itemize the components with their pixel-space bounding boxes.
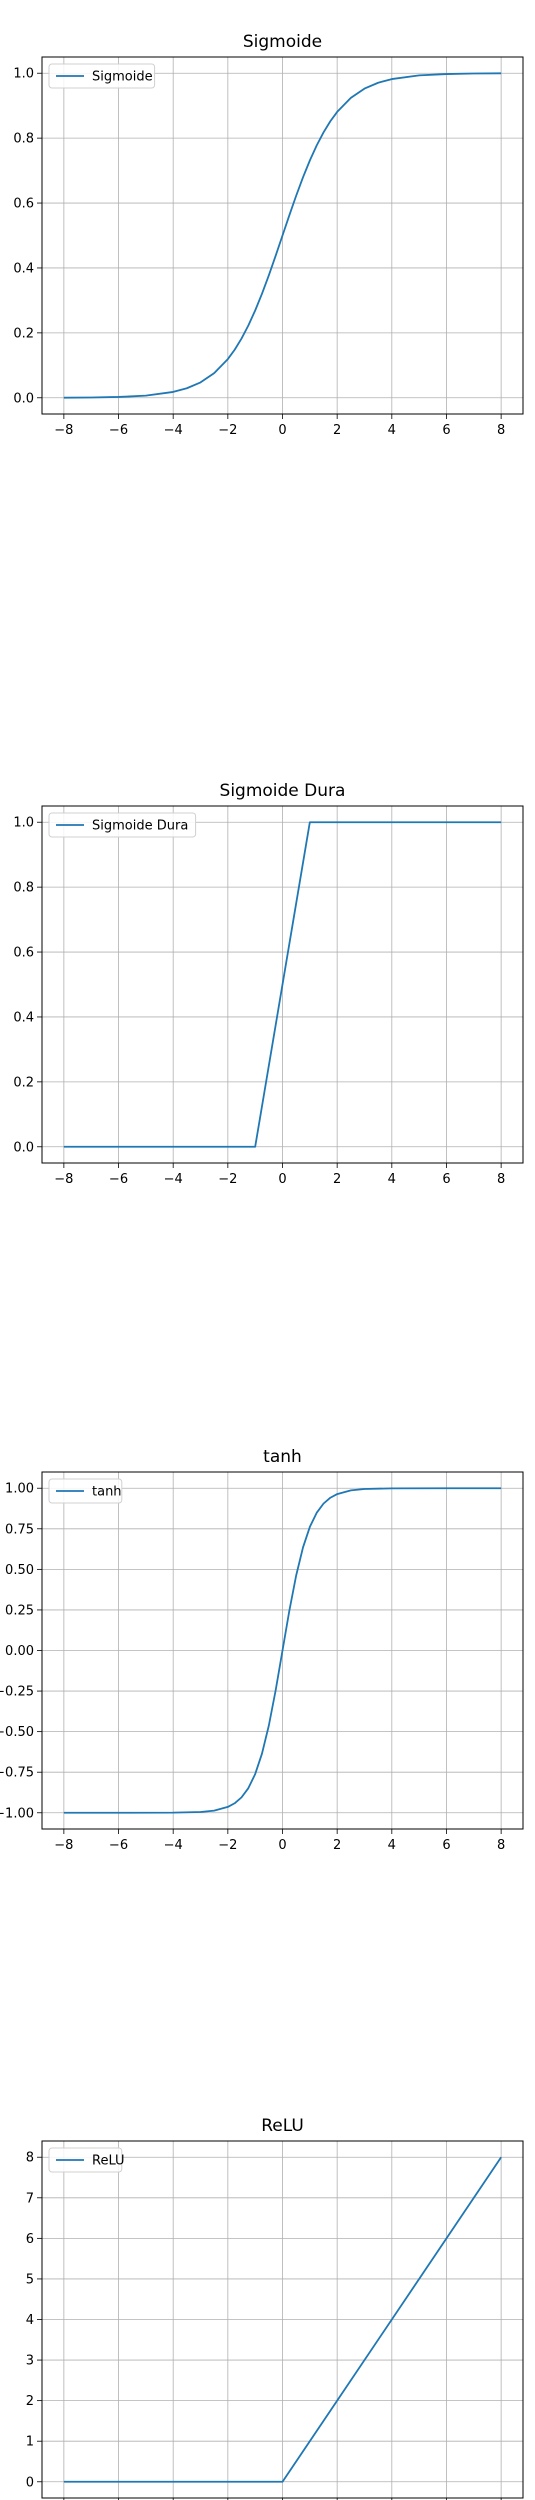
chart-2-x-tick-label-2: −4: [164, 1172, 183, 1187]
chart-1: Sigmoide −8 −6 −4 −2 0 2 4 6 8 0.0 0.2 0.4 0.6 0.8 1.0 S…: [13, 32, 524, 438]
chart-3-x-tick-label-5: 2: [333, 1838, 341, 1853]
chart-3-legend: tanh: [48, 1478, 123, 1504]
chart-3-x-tick-label-6: 4: [388, 1838, 396, 1853]
chart-3-y-tick-label-6: 0.50: [5, 1563, 34, 1578]
chart-2-y-tick-label-4: 0.8: [13, 881, 34, 896]
chart-3-y-tick-label-5: 0.25: [5, 1603, 34, 1618]
chart-2-x-tick-label-8: 8: [497, 1172, 505, 1187]
chart-1-y-tick-label-4: 0.8: [13, 132, 34, 147]
chart-4-series-line-0: [63, 2156, 502, 2483]
chart-2-legend-box: [48, 812, 197, 838]
chart-3-y-tick-label-3: −0.25: [0, 1685, 34, 1700]
chart-2: Sigmoide Dura −8 −6 −4 −2 0 2 4 6 8 0.0 0.2 0.4 0.6 0.…: [13, 781, 524, 1187]
chart-2-y-tick-label-3: 0.6: [13, 946, 34, 961]
chart-3-y-tick-label-0: −1.00: [0, 1806, 34, 1821]
chart-1-legend: Sigmoide: [48, 63, 156, 89]
chart-1-y-tick-label-0: 0.0: [13, 391, 34, 406]
chart-2-title: Sigmoide Dura: [220, 781, 346, 801]
chart-1-x-tick-label-5: 2: [333, 423, 341, 438]
chart-2-x-tick-label-5: 2: [333, 1172, 341, 1187]
chart-1-legend-box: [48, 63, 156, 89]
chart-2-x-tick-label-4: 0: [278, 1172, 286, 1187]
chart-2-x-tick-label-1: −6: [109, 1172, 128, 1187]
chart-4-y-tick-label-5: 5: [26, 2272, 34, 2287]
chart-4-y-tick-label-7: 7: [26, 2191, 34, 2206]
chart-2-y-tick-label-5: 1.0: [13, 816, 34, 831]
chart-1-y-tick-label-1: 0.2: [13, 326, 34, 341]
chart-3-y-tick-label-4: 0.00: [5, 1644, 34, 1659]
chart-2-y-tick-label-1: 0.2: [13, 1075, 34, 1090]
chart-2-legend-label: Sigmoide Dura: [92, 819, 188, 834]
chart-1-title: Sigmoide: [243, 32, 322, 52]
chart-4-y-tick-label-2: 2: [26, 2394, 34, 2409]
chart-1-x-tick-label-3: −2: [218, 423, 237, 438]
chart-2-x-tick-label-3: −2: [218, 1172, 237, 1187]
chart-1-y-tick-label-2: 0.4: [13, 261, 34, 276]
chart-2-x-tick-label-6: 4: [388, 1172, 396, 1187]
chart-3-x-tick-label-4: 0: [278, 1838, 286, 1853]
chart-1-x-tick-label-0: −8: [54, 423, 73, 438]
chart-3-x-tick-label-0: −8: [54, 1838, 73, 1853]
chart-4-legend: ReLU: [48, 2147, 125, 2173]
chart-1-legend-label: Sigmoide: [92, 70, 153, 85]
chart-4-y-tick-label-0: 0: [26, 2475, 34, 2490]
chart-4-legend-box: [48, 2147, 123, 2173]
chart-4-title: ReLU: [261, 2116, 304, 2136]
chart-3-series-line-0: [63, 1487, 502, 1814]
chart-4-axes-frame: [41, 2140, 524, 2499]
chart-3: tanh −8 −6 −4 −2 0 2 4 6 8 −1.00 −0.75 −0.50 −0.25 0.0…: [0, 1447, 524, 1853]
chart-1-x-tick-label-6: 4: [388, 423, 396, 438]
chart-3-x-tick-label-1: −6: [109, 1838, 128, 1853]
chart-2-series-line-0: [63, 821, 502, 1148]
chart-2-axes-frame: [41, 805, 524, 1164]
chart-1-x-tick-label-2: −4: [164, 423, 183, 438]
chart-4-y-tick-label-1: 1: [26, 2435, 34, 2450]
chart-2-x-tick-label-0: −8: [54, 1172, 73, 1187]
chart-2-y-tick-label-2: 0.4: [13, 1010, 34, 1025]
chart-1-series-line-0: [63, 72, 502, 399]
chart-4-y-tick-label-3: 3: [26, 2354, 34, 2369]
chart-3-y-tick-label-7: 0.75: [5, 1522, 34, 1537]
chart-2-y-tick-label-0: 0.0: [13, 1140, 34, 1155]
chart-2-legend: Sigmoide Dura: [48, 812, 197, 838]
chart-1-x-tick-label-7: 6: [442, 423, 450, 438]
chart-3-axes-frame: [41, 1471, 524, 1830]
chart-1-x-tick-label-8: 8: [497, 423, 505, 438]
chart-4-legend-label: ReLU: [92, 2154, 125, 2169]
chart-1-y-tick-label-3: 0.6: [13, 197, 34, 212]
chart-1-x-tick-label-4: 0: [278, 423, 286, 438]
chart-4: ReLU−8−6−4−202468012345678ReLU: [26, 2116, 524, 2500]
chart-1-axes-frame: [41, 56, 524, 415]
chart-1-y-tick-label-5: 1.0: [13, 67, 34, 82]
chart-3-x-tick-label-3: −2: [218, 1838, 237, 1853]
chart-3-x-tick-label-8: 8: [497, 1838, 505, 1853]
chart-4-y-tick-label-6: 6: [26, 2232, 34, 2247]
chart-3-y-tick-label-1: −0.75: [0, 1766, 34, 1781]
chart-1-x-tick-label-1: −6: [109, 423, 128, 438]
chart-3-legend-box: [48, 1478, 123, 1504]
chart-3-y-tick-label-8: 1.00: [5, 1482, 34, 1497]
chart-3-x-tick-label-7: 6: [442, 1838, 450, 1853]
chart-3-y-tick-label-2: −0.50: [0, 1725, 34, 1740]
chart-3-legend-label: tanh: [92, 1485, 122, 1500]
chart-4-y-tick-label-8: 8: [26, 2151, 34, 2166]
chart-3-x-tick-label-2: −4: [164, 1838, 183, 1853]
chart-4-y-tick-label-4: 4: [26, 2313, 34, 2328]
chart-3-title: tanh: [263, 1447, 302, 1467]
chart-2-x-tick-label-7: 6: [442, 1172, 450, 1187]
